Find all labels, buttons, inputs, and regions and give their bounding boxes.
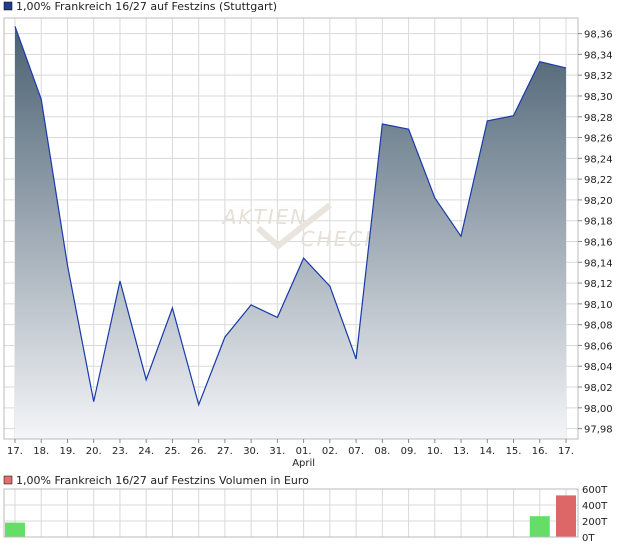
volume-bar bbox=[529, 516, 550, 537]
x-tick-label: 19. bbox=[60, 446, 76, 457]
y-tick-label: 98,28 bbox=[584, 113, 613, 124]
x-tick-label: 01. bbox=[296, 446, 312, 457]
price-x-axis: 17. 18. 19. 20. 23. 24. 25. 26. 27. 30. 31. 01. 02. 0… bbox=[7, 439, 574, 457]
volume-y-tick-label: 0T bbox=[582, 533, 595, 544]
x-tick-label: 17. bbox=[558, 446, 574, 457]
x-tick-label: 09. bbox=[401, 446, 417, 457]
x-tick-label: 13. bbox=[453, 446, 469, 457]
y-tick-label: 98,20 bbox=[584, 196, 613, 207]
y-tick-label: 98,32 bbox=[584, 71, 613, 82]
x-tick-label: 16. bbox=[532, 446, 548, 457]
y-tick-label: 98,30 bbox=[584, 92, 613, 103]
y-tick-label: 98,24 bbox=[584, 154, 613, 165]
y-tick-label: 98,34 bbox=[584, 50, 613, 61]
y-tick-label: 98,00 bbox=[584, 404, 613, 415]
x-tick-label: 20. bbox=[86, 446, 102, 457]
x-month-label: April bbox=[292, 458, 315, 469]
y-tick-label: 98,22 bbox=[584, 175, 613, 186]
y-tick-label: 98,12 bbox=[584, 279, 613, 290]
y-tick-label: 98,02 bbox=[584, 383, 613, 394]
volume-grid bbox=[4, 488, 578, 538]
x-tick-label: 10. bbox=[427, 446, 443, 457]
price-series bbox=[14, 26, 567, 440]
y-tick-label: 98,04 bbox=[584, 362, 613, 373]
x-tick-label: 14. bbox=[479, 446, 495, 457]
watermark: AKTIEN bbox=[221, 205, 308, 229]
x-tick-label: 18. bbox=[33, 446, 49, 457]
price-legend-label: 1,00% Frankreich 16/27 auf Festzins (Stu… bbox=[16, 0, 277, 13]
price-y-axis: 98,36 98,34 98,32 98,30 98,28 98,26 98,24 98,22… bbox=[578, 30, 613, 436]
volume-y-tick-label: 400T bbox=[582, 501, 608, 512]
watermark-check-icon bbox=[255, 202, 332, 250]
x-tick-label: 30. bbox=[243, 446, 259, 457]
y-tick-label: 98,06 bbox=[584, 341, 613, 352]
x-tick-label: 17. bbox=[7, 446, 23, 457]
x-tick-label: 08. bbox=[374, 446, 390, 457]
y-tick-label: 98,26 bbox=[584, 134, 613, 145]
volume-bar bbox=[556, 495, 576, 537]
y-tick-label: 98,16 bbox=[584, 237, 613, 248]
volume-legend-swatch bbox=[3, 475, 13, 485]
price-area bbox=[15, 26, 566, 440]
volume-y-tick-label: 600T bbox=[582, 485, 608, 496]
y-tick-label: 97,98 bbox=[584, 425, 613, 436]
x-tick-label: 25. bbox=[164, 446, 180, 457]
x-tick-label: 15. bbox=[506, 446, 522, 457]
x-tick-label: 02. bbox=[322, 446, 338, 457]
price-plot-frame bbox=[3, 17, 579, 440]
price-line bbox=[14, 26, 567, 407]
x-tick-label: 26. bbox=[191, 446, 207, 457]
volume-y-axis: 600T 400T 200T 0T bbox=[582, 485, 608, 544]
x-tick-label: 31. bbox=[269, 446, 285, 457]
volume-bar bbox=[5, 522, 25, 537]
watermark-2: CHECK bbox=[301, 227, 380, 251]
x-tick-label: 24. bbox=[138, 446, 154, 457]
y-tick-label: 98,18 bbox=[584, 217, 613, 228]
volume-y-tick-label: 200T bbox=[582, 517, 608, 528]
price-legend-swatch bbox=[3, 1, 13, 11]
x-tick-label: 07. bbox=[348, 446, 364, 457]
x-tick-label: 23. bbox=[112, 446, 128, 457]
volume-plot-frame bbox=[3, 488, 579, 538]
x-tick-label: 27. bbox=[217, 446, 233, 457]
volume-bars bbox=[5, 495, 576, 537]
y-tick-label: 98,10 bbox=[584, 300, 613, 311]
y-tick-label: 98,14 bbox=[584, 258, 613, 269]
y-tick-label: 98,36 bbox=[584, 30, 613, 41]
volume-legend-label: 1,00% Frankreich 16/27 auf Festzins Volu… bbox=[16, 474, 309, 487]
y-tick-label: 98,08 bbox=[584, 321, 613, 332]
